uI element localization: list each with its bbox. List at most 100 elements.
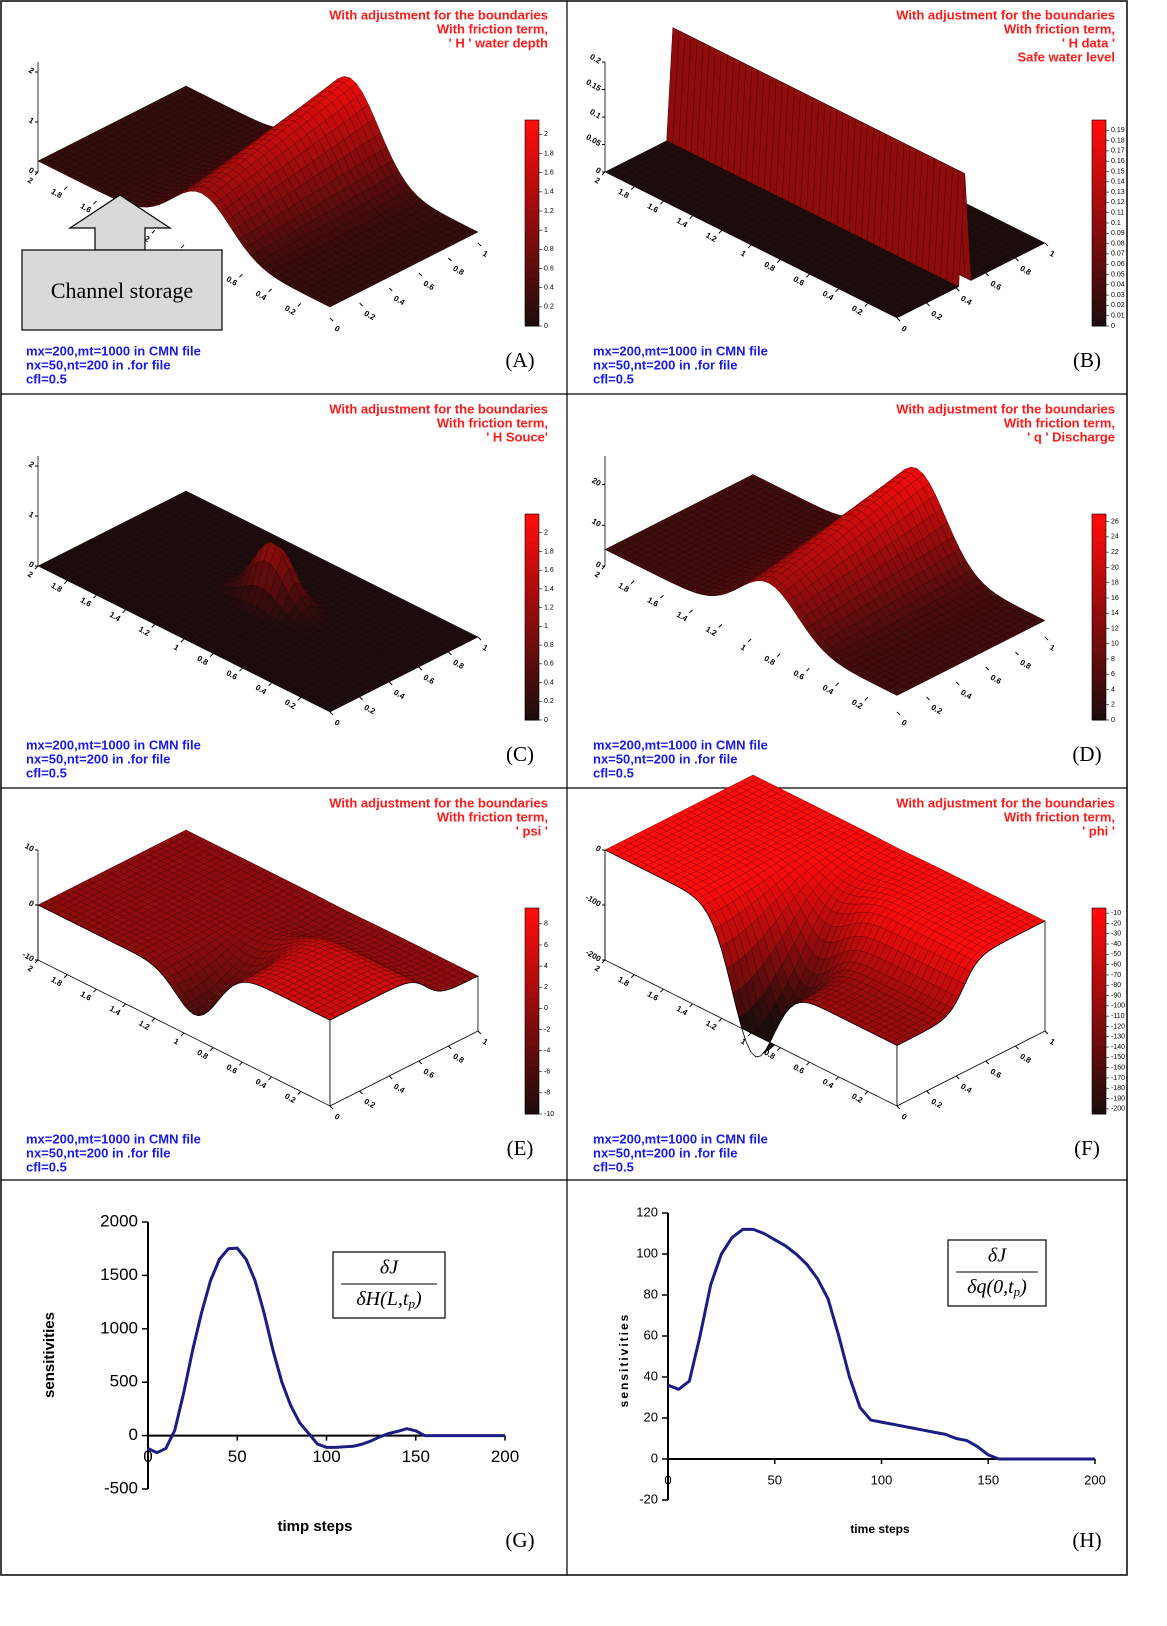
colorbar-cell bbox=[525, 195, 539, 203]
colorbar-cell bbox=[1092, 305, 1106, 313]
colorbar-cell bbox=[525, 154, 539, 162]
colorbar-tick-label: 0.2 bbox=[544, 304, 554, 311]
colorbar-cell bbox=[525, 699, 539, 707]
u-tick-label: 2 bbox=[26, 176, 35, 186]
u-tick-label: 1.4 bbox=[108, 610, 123, 624]
colorbar-cell bbox=[1092, 284, 1106, 293]
v-tick bbox=[896, 317, 901, 322]
u-tick bbox=[297, 697, 302, 701]
colorbar-tick-label: 1.8 bbox=[544, 150, 554, 157]
colorbar-tick-label: 1.6 bbox=[544, 170, 554, 177]
colorbar-cell bbox=[1092, 243, 1106, 251]
u-tick bbox=[122, 609, 126, 614]
u-tick bbox=[864, 303, 869, 307]
v-tick-label: 0.6 bbox=[422, 279, 437, 293]
colorbar-cell bbox=[525, 147, 539, 155]
v-tick-label: 0 bbox=[333, 324, 342, 334]
panel-title: With friction term, bbox=[437, 415, 548, 430]
colorbar-tick-label: 1 bbox=[544, 227, 548, 234]
colorbar-tick-label: 0.16 bbox=[1111, 158, 1125, 165]
colorbar-cell bbox=[525, 685, 539, 694]
u-tick-label: 0.2 bbox=[850, 698, 865, 712]
colorbar-cell bbox=[525, 589, 539, 597]
u-tick bbox=[93, 200, 97, 205]
u-tick bbox=[806, 273, 810, 278]
z-tick-label: 0 bbox=[27, 560, 36, 570]
u-tick bbox=[180, 638, 185, 643]
z-tick-label: 10 bbox=[590, 517, 603, 530]
colorbar-tick-label: 1.8 bbox=[544, 548, 554, 555]
v-tick bbox=[1044, 636, 1049, 641]
v-tick bbox=[418, 666, 423, 671]
u-tick bbox=[776, 653, 781, 657]
colorbar-cell bbox=[1092, 692, 1106, 700]
panel-label: (C) bbox=[506, 742, 534, 766]
colorbar-cell bbox=[1092, 120, 1106, 128]
z-tick-label: 0 bbox=[27, 166, 36, 176]
v-tick-label: 0 bbox=[900, 324, 909, 334]
u-tick bbox=[718, 624, 723, 628]
u-tick bbox=[718, 230, 723, 234]
colorbar-cell bbox=[1092, 312, 1106, 320]
colorbar-cell bbox=[525, 202, 539, 210]
colorbar-tick-label: 1 bbox=[544, 623, 548, 630]
colorbar-cell bbox=[1092, 271, 1106, 279]
z-tick-label: 0.15 bbox=[584, 77, 602, 93]
colorbar-cell bbox=[1092, 277, 1106, 286]
u-tick-label: 0.8 bbox=[763, 654, 778, 668]
z-tick-label: 0.1 bbox=[588, 107, 603, 121]
colorbar-tick-label: 0.15 bbox=[1111, 168, 1125, 175]
colorbar-cell bbox=[525, 534, 539, 542]
panel-note: nx=50,nt=200 in .for file bbox=[593, 751, 738, 766]
u-tick bbox=[864, 697, 869, 701]
colorbar-cell bbox=[525, 216, 539, 224]
colorbar-cell bbox=[525, 630, 539, 639]
u-tick bbox=[806, 667, 810, 672]
u-tick bbox=[835, 288, 839, 293]
u-tick-label: 1.2 bbox=[704, 625, 719, 639]
colorbar-cell bbox=[1092, 161, 1106, 169]
colorbar-cell bbox=[525, 678, 539, 687]
colorbar-cell bbox=[1092, 665, 1106, 673]
u-tick bbox=[776, 259, 781, 263]
colorbar-tick-label: 0 bbox=[544, 717, 548, 724]
colorbar-cell bbox=[1092, 685, 1106, 694]
v-tick bbox=[329, 317, 334, 322]
colorbar-tick-label: 0.8 bbox=[544, 642, 554, 649]
colorbar-tick-label: 1.4 bbox=[544, 189, 554, 196]
v-tick-label: 0 bbox=[900, 718, 909, 728]
colorbar-cell bbox=[1092, 706, 1106, 714]
colorbar-cell bbox=[525, 562, 539, 570]
colorbar-tick-label: 0.2 bbox=[544, 698, 554, 705]
z-tick-label: 0 bbox=[594, 166, 603, 176]
colorbar-tick-label: 0.18 bbox=[1111, 137, 1125, 144]
u-tick-label: 0.4 bbox=[254, 683, 269, 697]
v-tick bbox=[418, 272, 423, 277]
colorbar-tick-label: 0.06 bbox=[1111, 261, 1125, 268]
colorbar-tick-label: 0.09 bbox=[1111, 230, 1125, 237]
colorbar-cell bbox=[1092, 202, 1106, 210]
colorbar-cell bbox=[1092, 250, 1106, 258]
colorbar-cell bbox=[525, 637, 539, 645]
v-tick-label: 1 bbox=[1048, 249, 1057, 259]
colorbar-cell bbox=[525, 541, 539, 549]
panel-note: mx=200,mt=1000 in CMN file bbox=[26, 737, 201, 752]
u-tick bbox=[747, 244, 752, 249]
colorbar-cell bbox=[525, 250, 539, 258]
v-tick bbox=[926, 696, 930, 701]
colorbar-cell bbox=[525, 514, 539, 522]
u-tick bbox=[151, 624, 156, 628]
colorbar-cell bbox=[1092, 630, 1106, 639]
colorbar-cell bbox=[525, 174, 539, 183]
v-tick-label: 0.8 bbox=[1018, 264, 1033, 278]
colorbar-cell bbox=[1092, 623, 1106, 632]
u-tick-label: 1.6 bbox=[79, 595, 94, 609]
colorbar-cell bbox=[525, 568, 539, 577]
surface bbox=[37, 76, 479, 308]
colorbar-cell bbox=[525, 575, 539, 584]
v-tick-label: 1 bbox=[481, 643, 490, 653]
u-tick-label: 1.8 bbox=[617, 581, 632, 595]
colorbar-cell bbox=[525, 181, 539, 190]
u-tick-label: 0.6 bbox=[225, 668, 240, 682]
v-tick-label: 1 bbox=[1048, 643, 1057, 653]
